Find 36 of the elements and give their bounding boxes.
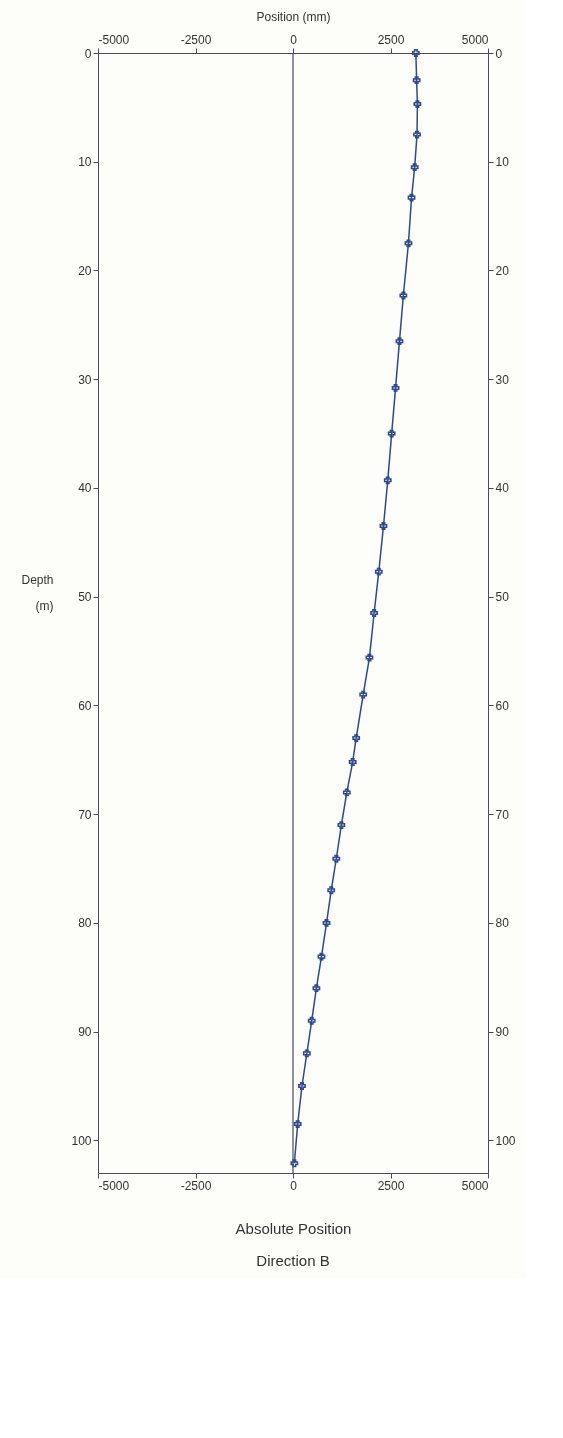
x2-tick-label: 2500 bbox=[377, 32, 405, 47]
y2-tick-label: 100 bbox=[495, 1133, 516, 1148]
x2-tick-label: -5000 bbox=[98, 32, 130, 47]
y2-tick-label: 90 bbox=[495, 1025, 510, 1040]
y2-tick-label: 70 bbox=[495, 807, 510, 822]
x-tick-label: 2500 bbox=[377, 1178, 405, 1193]
y2-tick-label: 20 bbox=[495, 263, 510, 278]
x2-tick-label: 5000 bbox=[461, 32, 489, 47]
y-tick-label: 30 bbox=[78, 372, 92, 387]
x-tick-label: 5000 bbox=[461, 1178, 489, 1193]
x-tick-label: -5000 bbox=[98, 1178, 130, 1193]
y2-tick-label: 60 bbox=[495, 698, 510, 713]
text: Direction B bbox=[256, 1252, 330, 1269]
y2-tick-label: 40 bbox=[495, 481, 510, 496]
y2-tick-label: 10 bbox=[495, 155, 510, 170]
y-tick-label: 80 bbox=[78, 916, 92, 931]
y-tick-label: 20 bbox=[78, 263, 92, 278]
y2-tick-label: 50 bbox=[495, 590, 510, 605]
y-tick-label: 50 bbox=[78, 590, 92, 605]
x-axis-title: Absolute Position bbox=[235, 1219, 352, 1237]
y-tick-label: 10 bbox=[78, 155, 92, 170]
x2-tick-label: 0 bbox=[290, 32, 298, 47]
y2-tick-label: 80 bbox=[495, 916, 510, 931]
x2-tick-label: -2500 bbox=[180, 32, 212, 47]
y-tick-label: 70 bbox=[78, 807, 92, 822]
y2-tick-label: 30 bbox=[495, 372, 510, 387]
x-tick-label: -2500 bbox=[180, 1178, 212, 1193]
x-tick-label: 0 bbox=[290, 1178, 298, 1193]
y-tick-label: 100 bbox=[71, 1133, 92, 1148]
x2-axis-title: Position (mm) bbox=[256, 9, 331, 24]
y2-tick-label: 0 bbox=[495, 46, 503, 61]
y-axis-title: Depth (m) bbox=[21, 572, 54, 613]
y-tick-label: 40 bbox=[78, 481, 92, 496]
y-tick-label: 90 bbox=[78, 1025, 92, 1040]
y-tick-label: 60 bbox=[78, 698, 92, 713]
y-tick-label: 0 bbox=[84, 46, 92, 61]
